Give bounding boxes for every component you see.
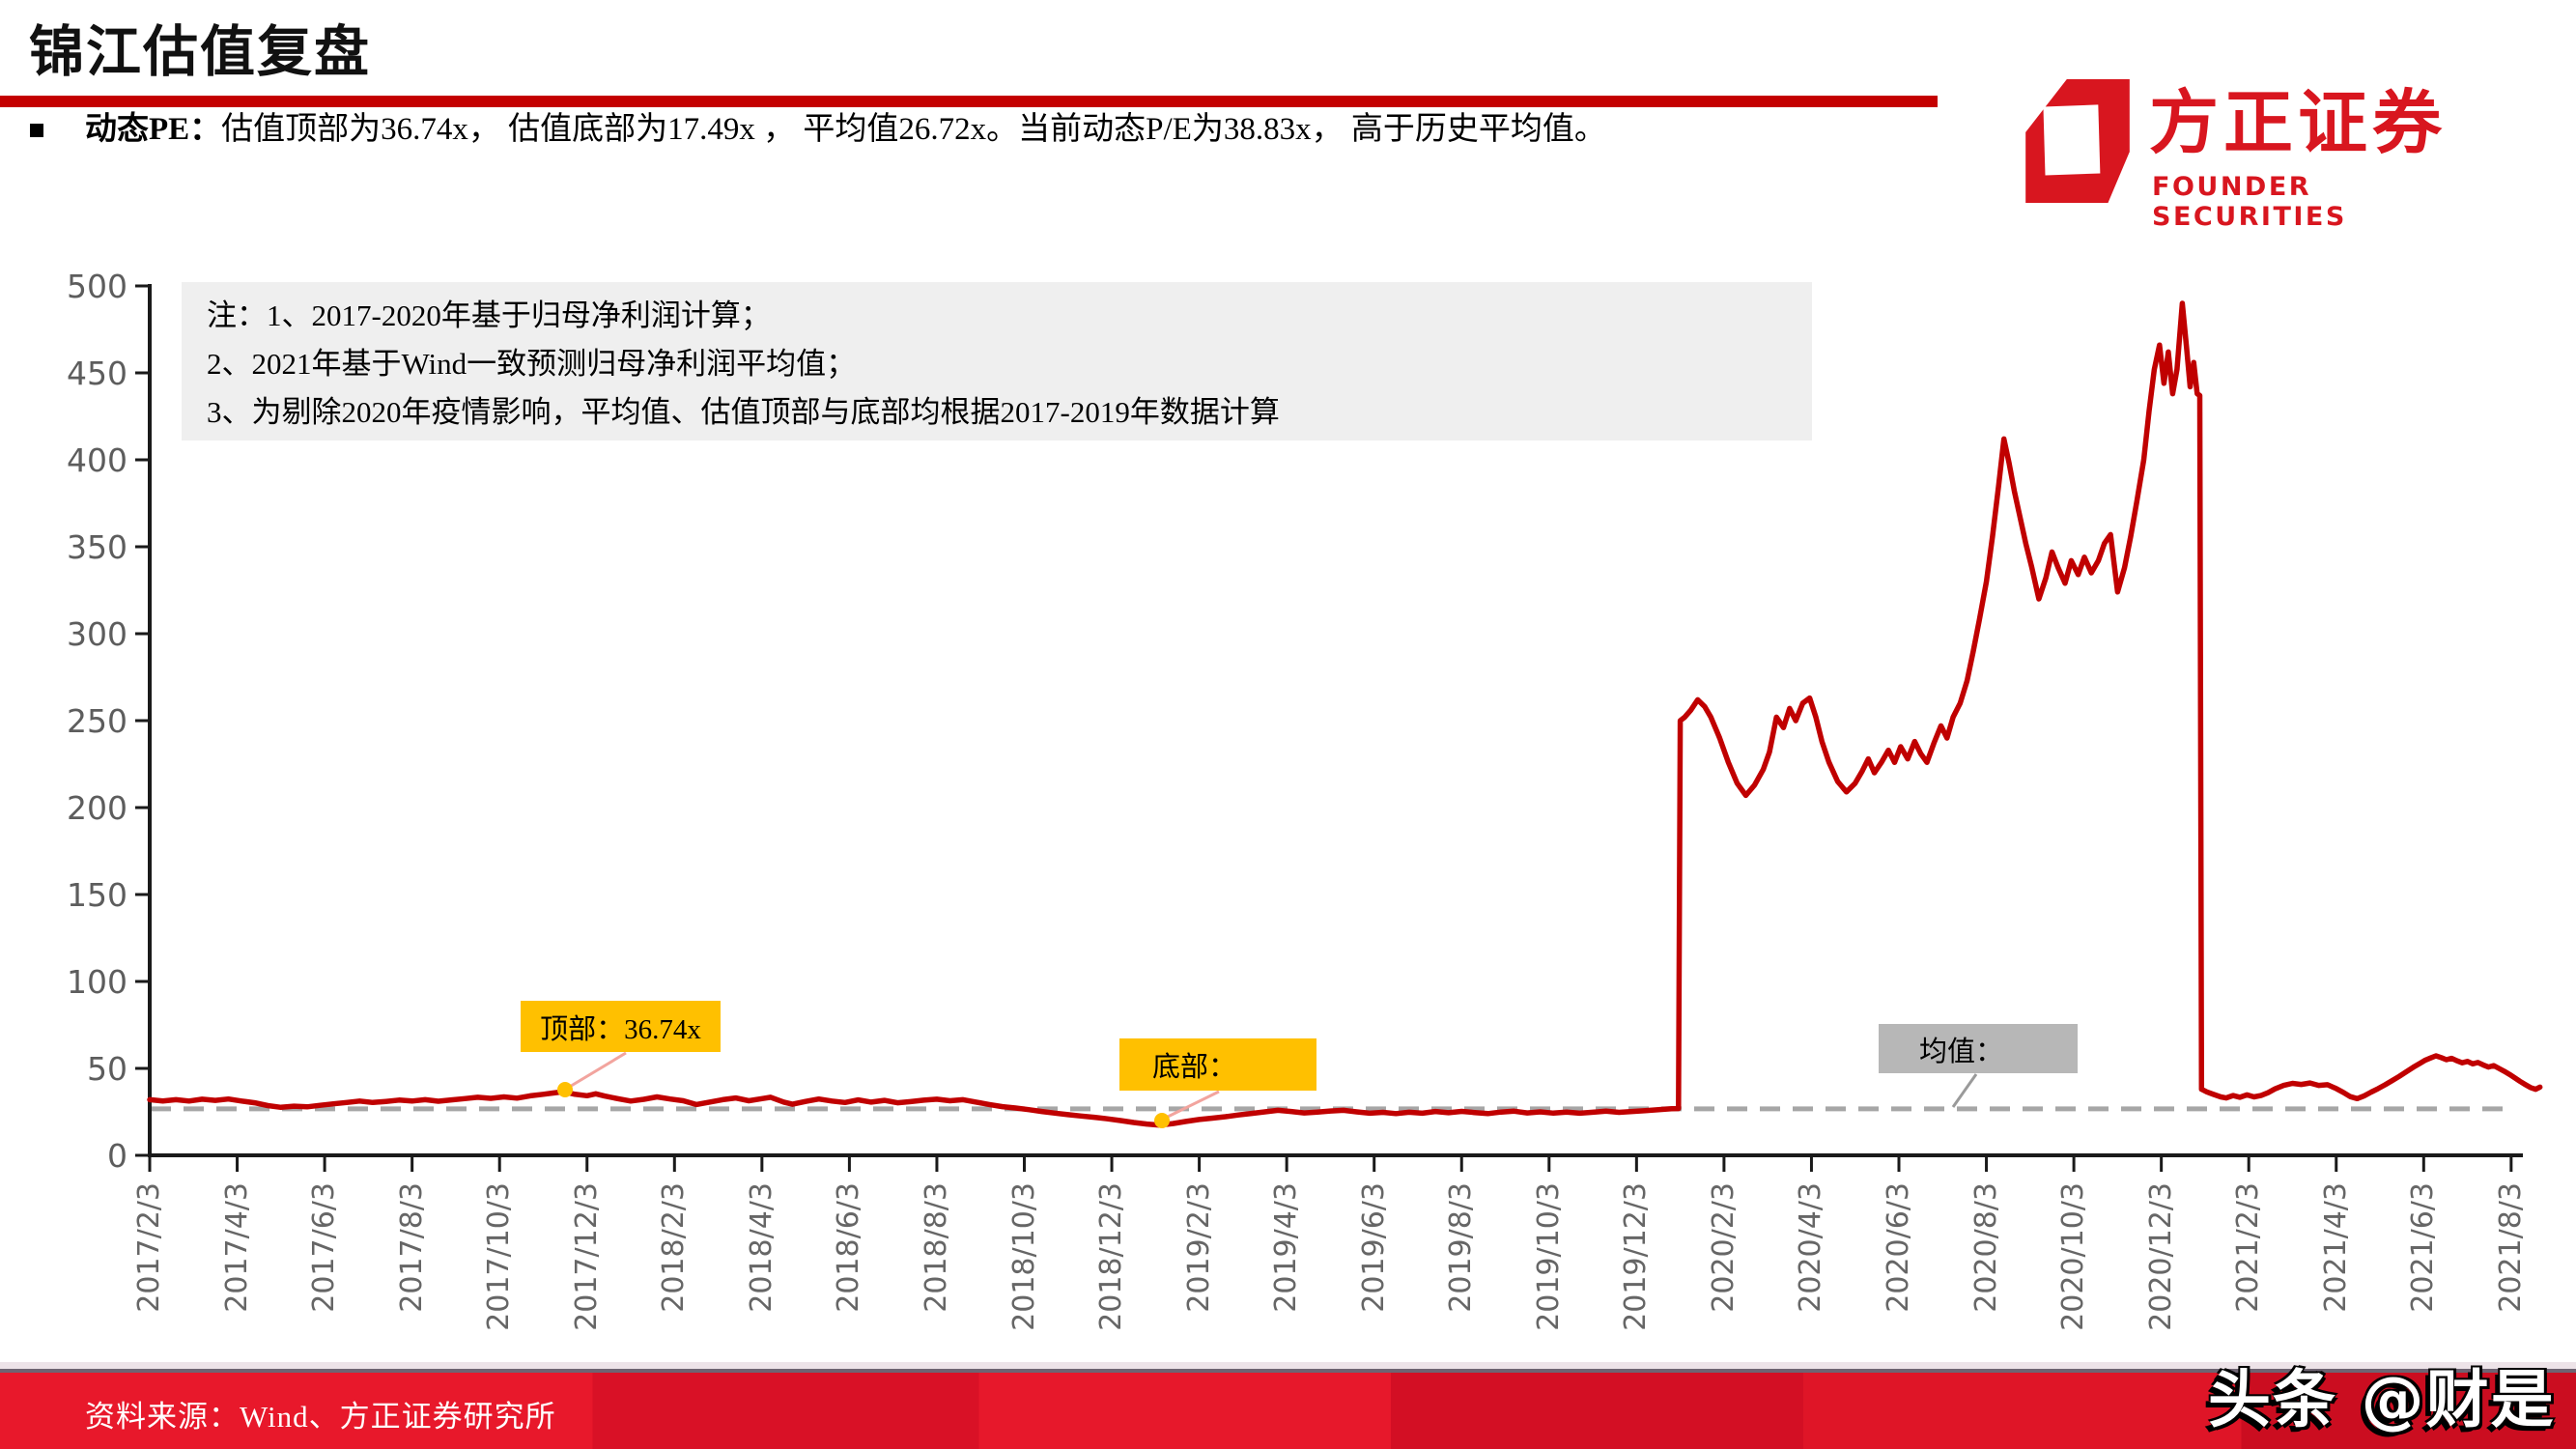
- annotation-top-callout: 顶部：36.74x: [521, 1001, 721, 1052]
- x-tick-label: 2019/10/3: [1531, 1182, 1566, 1331]
- page-title: 锦江估值复盘: [29, 20, 371, 84]
- x-tick-label: 2018/2/3: [657, 1182, 692, 1313]
- annotation-bottom-label: 底部：: [1152, 1052, 1237, 1083]
- x-tick-label: 2019/2/3: [1181, 1182, 1216, 1313]
- x-tick-label: 2018/12/3: [1094, 1182, 1129, 1331]
- summary-body: 估值顶部为36.74x， 估值底部为17.49x ， 平均值26.72x。当前动…: [221, 112, 1606, 147]
- footer-separator-light: [0, 1362, 2576, 1369]
- x-tick-label: 2020/12/3: [2143, 1182, 2178, 1331]
- logo-chinese-name: 方正证券: [2149, 82, 2448, 163]
- x-tick-label: 2018/4/3: [744, 1182, 778, 1313]
- x-tick-label: 2021/4/3: [2318, 1182, 2353, 1313]
- x-tick-label: 2017/2/3: [132, 1182, 166, 1313]
- x-tick-label: 2018/6/3: [832, 1182, 866, 1313]
- annotation-mean-label: 均值：: [1919, 1036, 2004, 1067]
- annotation-bottom-callout: 底部：: [1119, 1038, 1316, 1091]
- watermark-text: 头条 @财是: [2208, 1364, 2556, 1436]
- y-tick-label: 350: [67, 528, 127, 566]
- y-tick-label: 450: [67, 355, 127, 392]
- founder-securities-logo: 方正证券 FOUNDER SECURITIES: [2024, 73, 2487, 232]
- x-tick-label: 2017/12/3: [569, 1182, 604, 1331]
- x-tick-label: 2017/8/3: [394, 1182, 429, 1313]
- x-tick-label: 2019/8/3: [1444, 1182, 1479, 1313]
- note-line-1: 注：1、2017-2020年基于归母净利润计算；: [207, 298, 771, 332]
- x-tick-label: 2020/4/3: [1794, 1182, 1828, 1313]
- x-tick-label: 2019/6/3: [1356, 1182, 1391, 1313]
- x-tick-label: 2020/2/3: [1706, 1182, 1741, 1313]
- founder-cube-icon: [2025, 79, 2130, 203]
- y-tick-label: 150: [67, 876, 127, 914]
- y-tick-label: 200: [67, 789, 127, 827]
- footer-separator-dark: [0, 1369, 2576, 1373]
- y-tick-label: 50: [87, 1050, 127, 1088]
- y-tick-label: 100: [67, 963, 127, 1001]
- x-tick-label: 2020/8/3: [1968, 1182, 2003, 1313]
- footer-bar: [0, 1373, 2576, 1449]
- y-tick-label: 400: [67, 441, 127, 479]
- y-tick-label: 0: [107, 1137, 127, 1175]
- x-tick-label: 2021/6/3: [2406, 1182, 2441, 1313]
- data-source-text: 资料来源：Wind、方正证券研究所: [85, 1400, 556, 1434]
- note-line-2: 2、2021年基于Wind一致预测归母净利润平均值；: [207, 347, 857, 381]
- bullet-marker: [30, 124, 43, 137]
- x-tick-label: 2018/10/3: [1006, 1182, 1041, 1331]
- summary-text: 动态PE：估值顶部为36.74x， 估值底部为17.49x ， 平均值26.72…: [85, 106, 1976, 154]
- y-tick-label: 500: [67, 268, 127, 305]
- chart-note-box: 注：1、2017-2020年基于归母净利润计算； 2、2021年基于Wind一致…: [182, 282, 1812, 440]
- x-tick-label: 2021/2/3: [2231, 1182, 2266, 1313]
- annotation-mean-callout: 均值：: [1879, 1024, 2078, 1073]
- title-underline: [0, 96, 1938, 107]
- y-tick-label: 250: [67, 702, 127, 740]
- logo-english-name: FOUNDER SECURITIES: [2152, 172, 2347, 232]
- summary-label: 动态PE：: [85, 112, 222, 147]
- x-tick-label: 2019/4/3: [1269, 1182, 1304, 1313]
- annotation-top-label: 顶部：36.74x: [540, 1013, 701, 1045]
- x-tick-label: 2020/6/3: [1882, 1182, 1915, 1313]
- x-tick-label: 2017/10/3: [482, 1182, 517, 1331]
- x-tick-label: 2018/8/3: [919, 1182, 953, 1313]
- x-tick-label: 2020/10/3: [2056, 1182, 2091, 1331]
- x-tick-label: 2017/6/3: [307, 1182, 342, 1313]
- x-tick-label: 2021/8/3: [2493, 1182, 2528, 1313]
- note-line-3: 3、为剔除2020年疫情影响，平均值、估值顶部与底部均根据2017-2019年数…: [207, 395, 1280, 429]
- y-tick-label: 300: [67, 615, 127, 653]
- x-tick-label: 2017/4/3: [219, 1182, 254, 1313]
- x-tick-label: 2019/12/3: [1619, 1182, 1654, 1331]
